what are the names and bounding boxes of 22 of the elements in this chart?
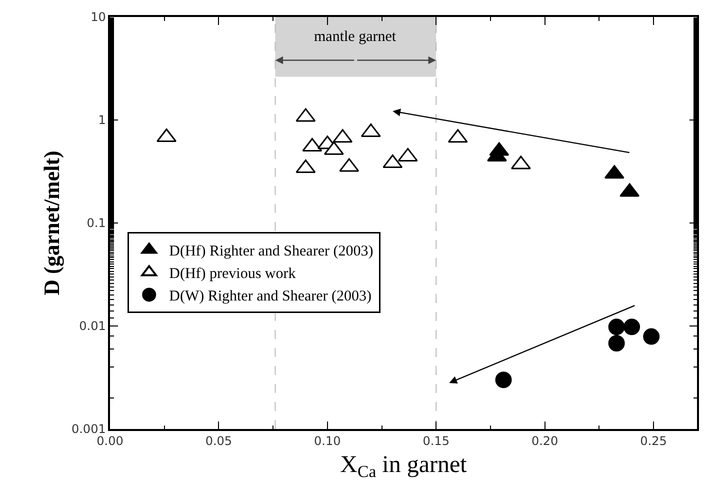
legend-label: D(Hf) previous work: [169, 266, 296, 282]
point: [643, 328, 660, 345]
y-tick-label: 1: [98, 113, 106, 128]
x-axis-title: X$_{Ca}$ in garnet: [340, 452, 468, 481]
point: [608, 335, 625, 352]
y-tick-label: 10: [90, 10, 106, 24]
x-tick-label: 0.20: [531, 434, 558, 448]
y-tick-label: 0.001: [71, 422, 106, 436]
legend-label: D(W) Righter and Shearer (2003): [169, 288, 372, 305]
x-tick-label: 0.05: [205, 434, 232, 448]
x-tick-label: 0.25: [640, 434, 667, 448]
y-tick-label: 0.1: [86, 216, 106, 230]
legend-label: D(Hf) Righter and Shearer (2003): [169, 244, 374, 260]
x-tick-label: 0.15: [422, 434, 450, 448]
point: [495, 372, 512, 388]
y-tick-label: 0.01: [79, 319, 106, 334]
y-axis-title: D (garnet/melt): [38, 150, 64, 296]
point: [608, 318, 625, 336]
point: [624, 318, 640, 336]
band-label: mantle garnet: [314, 29, 397, 45]
x-tick-label: 0.10: [314, 434, 341, 448]
x-tick-label: 0.00: [96, 434, 124, 448]
